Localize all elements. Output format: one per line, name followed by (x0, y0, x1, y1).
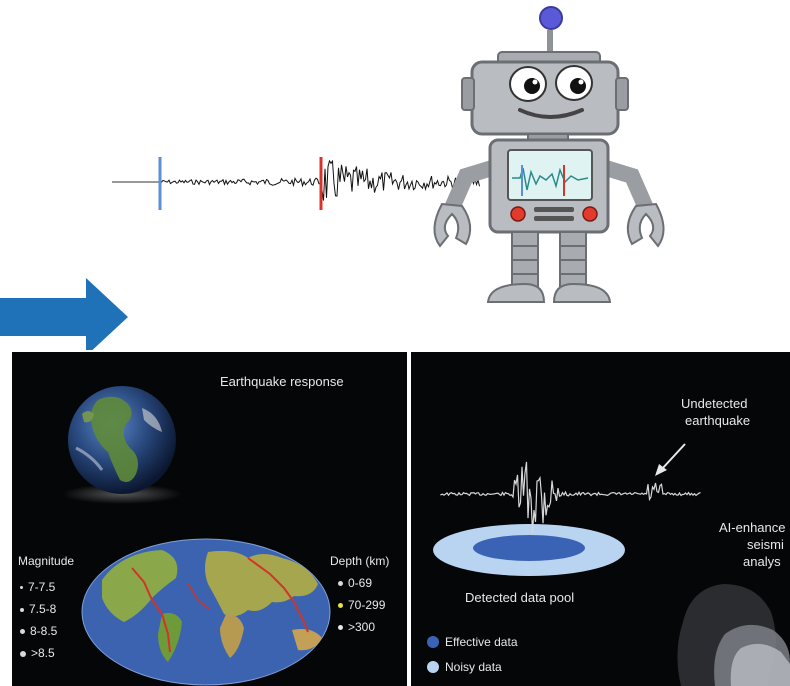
earthquake-response-panel: Earthquake response Magnitude 7-7.5 7.5-… (12, 352, 407, 686)
magnitude-item-1: 7-7.5 (20, 580, 55, 595)
effective-data-dot (427, 636, 439, 648)
undetected-label-line2: earthquake (685, 413, 751, 428)
robot-button-left (510, 206, 526, 222)
depth-label: Depth (km) (330, 554, 390, 568)
depth-item-1: 0-69 (338, 576, 372, 591)
earthquake-response-title: Earthquake response (220, 374, 344, 389)
earth-globe-icon (62, 386, 182, 504)
ai-label-line3: analys (743, 554, 781, 569)
depth-item-3: >300 (338, 620, 375, 635)
arrow-right-icon (0, 278, 128, 350)
robot-icon (433, 6, 665, 303)
undetected-label-line1: Undetected (681, 396, 748, 411)
magnitude-item-2: 7.5-8 (20, 602, 56, 617)
magnitude-item-4: >8.5 (20, 646, 55, 661)
ai-label-line1: AI-enhance (719, 520, 786, 535)
right-panel-graphics (427, 443, 790, 686)
seismogram-icon (112, 157, 480, 210)
detected-data-pool (433, 524, 625, 576)
world-map-icon (81, 538, 331, 686)
magnitude-item-3: 8-8.5 (20, 624, 57, 639)
effective-data-label: Effective data (445, 635, 518, 649)
noisy-data-label: Noisy data (445, 660, 502, 674)
ai-label-line2: seismi (747, 537, 784, 552)
ai-detection-panel: Undetected earthquake AI-enhance seismi … (411, 352, 790, 686)
noisy-data-dot (427, 661, 439, 673)
undetected-pointer (660, 443, 686, 471)
magnitude-label: Magnitude (18, 554, 75, 568)
detected-waveform (440, 461, 701, 533)
robot-button-right (582, 206, 598, 222)
pool-label: Detected data pool (465, 590, 575, 605)
robot-antenna-ball (539, 6, 563, 30)
left-panel-graphics (62, 386, 331, 686)
top-illustration (0, 6, 665, 350)
depth-item-2: 70-299 (338, 598, 385, 613)
human-head-icon (677, 584, 790, 686)
